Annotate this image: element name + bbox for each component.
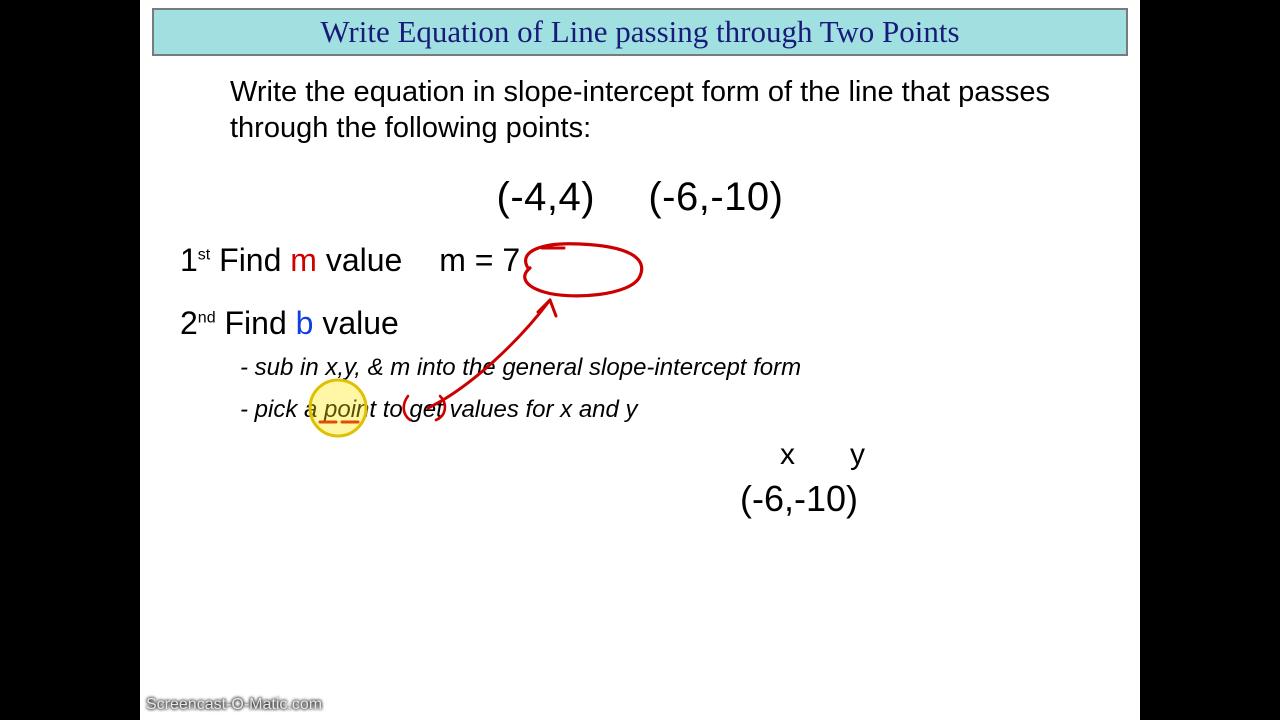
slide-area: Write Equation of Line passing through T… — [140, 0, 1140, 720]
step2-text-a: Find — [216, 305, 296, 341]
step-2: 2nd Find b value — [180, 305, 1110, 342]
step1-m: m — [290, 242, 317, 278]
step2-b: b — [296, 305, 314, 341]
step-1: 1st Find m value m = 7 — [180, 242, 1110, 279]
sub-note-2: - pick a point to get values for x and y — [240, 394, 1110, 426]
watermark: Screencast-O-Matic.com — [146, 696, 322, 714]
y-label: y — [850, 438, 865, 472]
point-1: (-4,4) — [497, 175, 596, 219]
prompt-text: Write the equation in slope-intercept fo… — [170, 74, 1110, 147]
points-row: (-4,4) (-6,-10) — [170, 175, 1110, 220]
step2-super: nd — [198, 309, 216, 326]
step1-text-b: value — [317, 242, 402, 278]
x-label: x — [780, 438, 795, 472]
title-text: Write Equation of Line passing through T… — [320, 14, 959, 49]
step2-text-b: value — [313, 305, 398, 341]
sub-note-1: - sub in x,y, & m into the general slope… — [240, 352, 1110, 384]
step1-text-a: Find — [210, 242, 290, 278]
m-value: m = 7 — [439, 242, 520, 279]
point-2: (-6,-10) — [648, 175, 783, 219]
step1-num: 1 — [180, 242, 198, 278]
step1-super: st — [198, 246, 210, 263]
picked-point: (-6,-10) — [740, 478, 858, 520]
content-area: Write the equation in slope-intercept fo… — [140, 56, 1140, 426]
step2-num: 2 — [180, 305, 198, 341]
title-bar: Write Equation of Line passing through T… — [152, 8, 1128, 56]
